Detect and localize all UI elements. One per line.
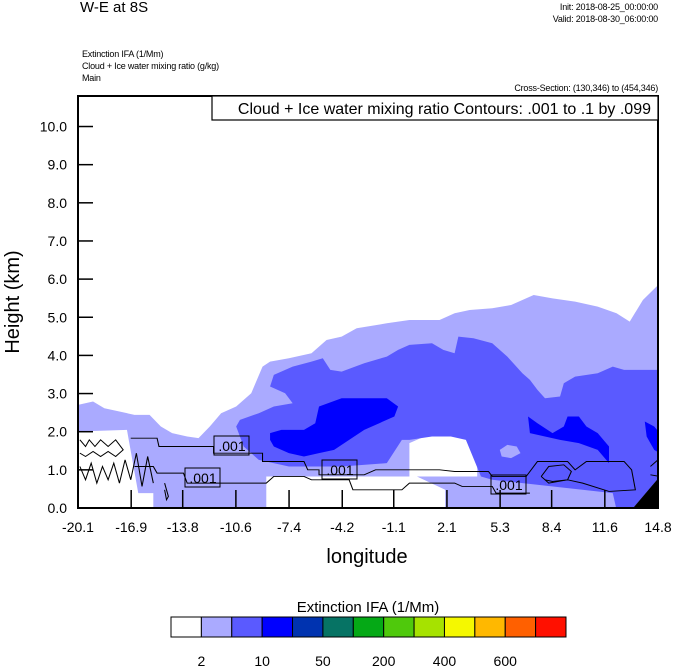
fill-hole-white xyxy=(409,436,478,477)
colorbar-swatch xyxy=(261,616,294,638)
y-tick-label: 10.0 xyxy=(40,119,67,135)
colorbar-label: 200 xyxy=(372,653,396,667)
y-tick-label: 0.0 xyxy=(48,500,68,516)
cross-section-label: Cross-Section: (130,346) to (454,346) xyxy=(514,83,658,93)
contour-label: .001 xyxy=(326,462,353,478)
x-tick-label: -20.1 xyxy=(62,519,94,535)
colorbar-title: Extinction IFA (1/Mm) xyxy=(297,599,440,616)
contour-label: .001 xyxy=(495,477,522,493)
contour-label-box xyxy=(490,474,527,495)
contour-legend-box xyxy=(211,95,659,121)
contour-label-box xyxy=(184,467,221,488)
y-axis-label: Height (km) xyxy=(2,250,24,353)
y-tick-label: 9.0 xyxy=(48,157,68,173)
x-tick-label: -13.8 xyxy=(167,519,199,535)
colorbar-swatch xyxy=(383,616,415,638)
y-tick-label: 3.0 xyxy=(48,386,68,402)
chart-title: W-E at 8S xyxy=(80,0,149,16)
x-tick-label: -4.2 xyxy=(330,519,354,535)
colorbar-label: 50 xyxy=(315,653,331,667)
y-tick-label: 1.0 xyxy=(48,462,68,478)
contour-label: .001 xyxy=(218,438,245,454)
contour-label-box xyxy=(213,435,250,456)
x-tick-label: 8.4 xyxy=(542,519,562,535)
x-tick-label: 11.6 xyxy=(592,519,618,535)
y-tick-label: 5.0 xyxy=(48,309,68,325)
field-label-mixing-ratio: Cloud + Ice water mixing ratio (g/kg) xyxy=(82,61,219,71)
x-tick-label: -16.9 xyxy=(115,519,147,535)
colorbar-swatch xyxy=(504,616,537,638)
init-time: Init: 2018-08-25_00:00:00 xyxy=(559,2,658,12)
contour-label-box xyxy=(321,459,358,480)
field-label-extinction: Extinction IFA (1/Mm) xyxy=(82,49,164,59)
x-tick-label: 2.1 xyxy=(437,519,457,535)
x-tick-label: -7.4 xyxy=(277,519,301,535)
y-tick-label: 2.0 xyxy=(48,424,68,440)
colorbar-swatch xyxy=(200,616,233,638)
colorbar-swatch xyxy=(443,616,476,638)
colorbar-swatch xyxy=(474,616,506,638)
fill-level-blue xyxy=(528,416,610,464)
y-tick-label: 4.0 xyxy=(48,347,68,363)
terrain-black xyxy=(633,478,658,508)
x-tick-label: -10.6 xyxy=(220,519,252,535)
x-tick-label: 14.8 xyxy=(644,519,671,535)
x-tick-label: 5.3 xyxy=(490,519,510,535)
fill-hole-light-blue xyxy=(499,444,521,459)
y-tick-label: 7.0 xyxy=(48,233,68,249)
colorbar-swatch xyxy=(292,616,324,638)
colorbar-label: 10 xyxy=(254,653,270,667)
fill-level-blue xyxy=(644,421,658,453)
colorbar-swatch xyxy=(352,616,385,638)
fill-level-medium-blue xyxy=(236,336,658,508)
y-tick-label: 6.0 xyxy=(48,271,68,287)
contour-label: .001 xyxy=(189,470,216,486)
field-label-main: Main xyxy=(82,73,101,83)
colorbar-swatch xyxy=(413,616,445,638)
colorbar-label: 600 xyxy=(494,653,518,667)
y-tick-label: 8.0 xyxy=(48,195,68,211)
x-axis-label: longitude xyxy=(326,546,407,568)
contour-legend-text: Cloud + Ice water mixing ratio Contours:… xyxy=(238,101,651,118)
valid-time: Valid: 2018-08-30_06:00:00 xyxy=(552,14,658,24)
colorbar-swatch xyxy=(322,616,354,638)
plot-fill-layer: .001.001.001.001 xyxy=(78,285,658,508)
contour-lines xyxy=(79,437,658,502)
colorbar-label: 400 xyxy=(433,653,457,667)
colorbar-swatch xyxy=(170,616,202,638)
fill-level-blue xyxy=(270,398,399,457)
colorbar-label: 2 xyxy=(197,653,205,667)
colorbar-swatch xyxy=(231,616,263,638)
colorbar-swatch xyxy=(535,616,567,638)
x-tick-label: -1.1 xyxy=(382,519,406,535)
